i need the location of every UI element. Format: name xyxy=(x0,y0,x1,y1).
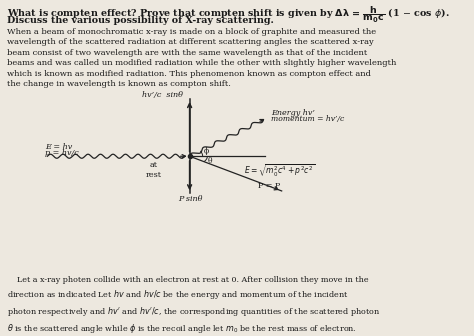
Text: ϕ: ϕ xyxy=(204,147,209,155)
Text: Discuss the various possibility of X-ray scattering.: Discuss the various possibility of X-ray… xyxy=(7,16,274,25)
Text: P sinθ: P sinθ xyxy=(178,195,202,203)
Text: hv’/c  sinθ: hv’/c sinθ xyxy=(142,91,183,99)
Text: P = P: P = P xyxy=(258,182,281,190)
Text: p = hv/c: p = hv/c xyxy=(45,149,79,157)
Text: When a beam of monochromatic x-ray is made on a block of graphite and measured t: When a beam of monochromatic x-ray is ma… xyxy=(7,28,396,88)
Text: momentum = hv’/c: momentum = hv’/c xyxy=(271,115,344,123)
Text: Energy hv’: Energy hv’ xyxy=(271,109,315,117)
Text: $E = \sqrt{m_0^2c^4 + p^2c^2}$: $E = \sqrt{m_0^2c^4 + p^2c^2}$ xyxy=(244,163,315,179)
Text: θ: θ xyxy=(208,157,212,165)
Text: Let a x-ray photen collide with an electron at rest at 0. After collision they m: Let a x-ray photen collide with an elect… xyxy=(7,276,381,335)
Text: What is compten effect? Prove that compten shift is given by $\mathbf{\Delta\lam: What is compten effect? Prove that compt… xyxy=(7,5,450,26)
Text: at
rest: at rest xyxy=(146,161,162,178)
Text: E = hv: E = hv xyxy=(45,142,72,151)
